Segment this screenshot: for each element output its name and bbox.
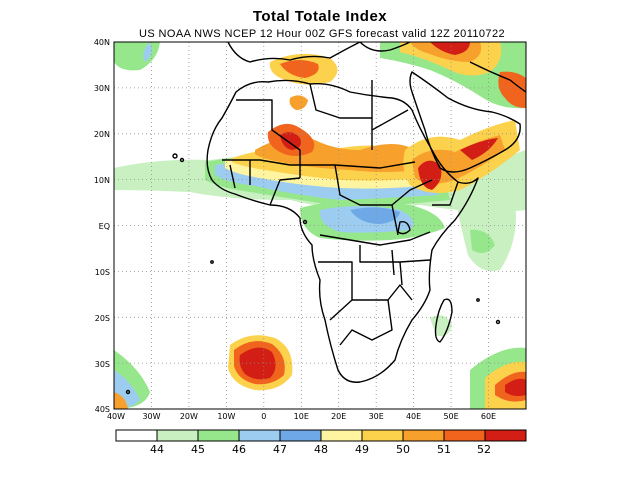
colorbar-swatch — [115, 429, 158, 442]
lon-label: 10W — [217, 412, 235, 421]
colorbar-label: 44 — [150, 443, 164, 456]
lat-label: 30N — [94, 84, 110, 93]
colorbar-label: 50 — [396, 443, 410, 456]
lat-label: 20S — [95, 314, 110, 323]
latitude-labels: 40N 30N 20N 10N EQ 10S 20S 30S 40S — [94, 38, 110, 414]
colorbar-swatch — [361, 429, 404, 442]
map-title: Total Totale Index — [252, 8, 388, 25]
graticule — [114, 42, 526, 409]
lon-label: 0 — [261, 412, 266, 421]
colorbar-swatch — [279, 429, 322, 442]
north-africa-cell-core — [280, 60, 319, 78]
colorbar-swatch — [320, 429, 363, 442]
colorbar-label: 52 — [477, 443, 491, 456]
sahara-cell-core — [280, 132, 301, 150]
lat-label: 10N — [94, 176, 110, 185]
ethiopia-cell-core — [418, 160, 442, 190]
colorbar-swatches — [115, 429, 527, 442]
lon-label: 10E — [294, 412, 309, 421]
map-panel — [113, 41, 527, 410]
lon-label: 40E — [406, 412, 421, 421]
colorbar-swatch — [197, 429, 240, 442]
colorbar-label: 51 — [437, 443, 451, 456]
colorbar: 44 45 46 47 48 49 50 51 52 — [115, 429, 527, 456]
lon-label: 60E — [481, 412, 496, 421]
colorbar-label: 49 — [355, 443, 369, 456]
madagascar-coastline — [434, 298, 453, 343]
colorbar-swatch — [238, 429, 281, 442]
colorbar-swatch — [402, 429, 445, 442]
lon-label: 20E — [331, 412, 346, 421]
map-frame — [113, 41, 527, 410]
lon-label: 40W — [107, 412, 125, 421]
lat-label: 40N — [94, 38, 110, 47]
longitude-labels: 40W 30W 20W 10W 0 10E 20E 30E 40E 50E 60… — [107, 412, 496, 421]
colorbar-label: 45 — [191, 443, 205, 456]
lat-label: 30S — [95, 360, 110, 369]
country-boundaries — [125, 42, 526, 395]
africa-coastline — [206, 79, 479, 383]
colorbar-swatch — [156, 429, 199, 442]
lon-label: 30W — [142, 412, 160, 421]
colorbar-swatch — [443, 429, 486, 442]
colorbar-label: 48 — [314, 443, 328, 456]
arabia-coastline — [409, 71, 521, 173]
colorbar-label: 46 — [232, 443, 246, 456]
map-subtitle: US NOAA NWS NCEP 12 Hour 00Z GFS forecas… — [139, 28, 505, 40]
index-shading — [114, 42, 526, 409]
colorbar-swatch — [484, 429, 527, 442]
colorbar-label: 47 — [273, 443, 287, 456]
lat-label: 20N — [94, 130, 110, 139]
colorbar-labels: 44 45 46 47 48 49 50 51 52 — [150, 443, 491, 456]
lon-label: 50E — [443, 412, 458, 421]
lon-label: 30E — [369, 412, 384, 421]
lat-label: 40S — [95, 405, 110, 414]
lon-label: 20W — [180, 412, 198, 421]
lat-label: 10S — [95, 268, 110, 277]
lat-label: EQ — [99, 222, 110, 231]
